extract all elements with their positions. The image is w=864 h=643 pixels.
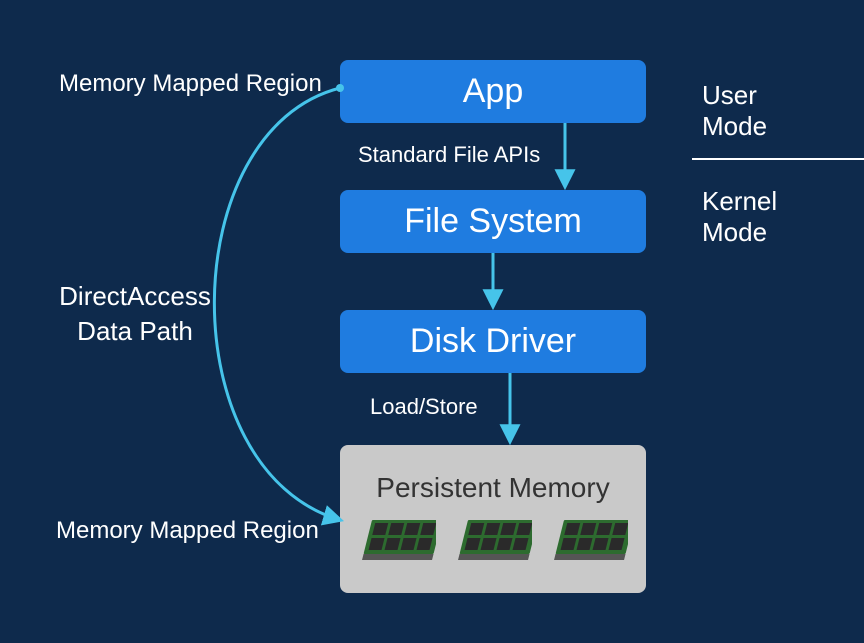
file-system-box-label: File System [404,202,582,241]
persistent-memory-box-label: Persistent Memory [376,472,609,504]
disk-driver-box: Disk Driver [340,310,646,373]
line2: Mode [702,217,767,247]
memory-chips-row [358,512,628,574]
app-box: App [340,60,646,123]
line1: DirectAccess [59,281,211,311]
line2: Mode [702,111,767,141]
user-mode-label: User Mode [702,80,767,142]
memory-chip-icon [358,512,436,574]
text: Memory Mapped Region [56,517,319,544]
text: Standard File APIs [358,142,540,167]
persistent-memory-box: Persistent Memory [340,445,646,593]
memory-mapped-region-top-label: Memory Mapped Region [59,70,322,98]
direct-access-arrow [214,88,340,520]
line1: Kernel [702,186,777,216]
standard-file-apis-label: Standard File APIs [358,142,540,168]
memory-chip-icon [550,512,628,574]
load-store-label: Load/Store [370,394,478,420]
memory-mapped-region-bottom-label: Memory Mapped Region [56,517,319,545]
disk-driver-box-label: Disk Driver [410,322,576,361]
line1: User [702,80,757,110]
text: Load/Store [370,394,478,419]
memory-chip-icon [454,512,532,574]
text: Memory Mapped Region [59,70,322,97]
line2: Data Path [77,316,193,346]
direct-access-label: DirectAccess Data Path [50,279,220,349]
file-system-box: File System [340,190,646,253]
kernel-mode-label: Kernel Mode [702,186,777,248]
mode-divider [692,158,864,160]
app-box-label: App [463,72,524,111]
